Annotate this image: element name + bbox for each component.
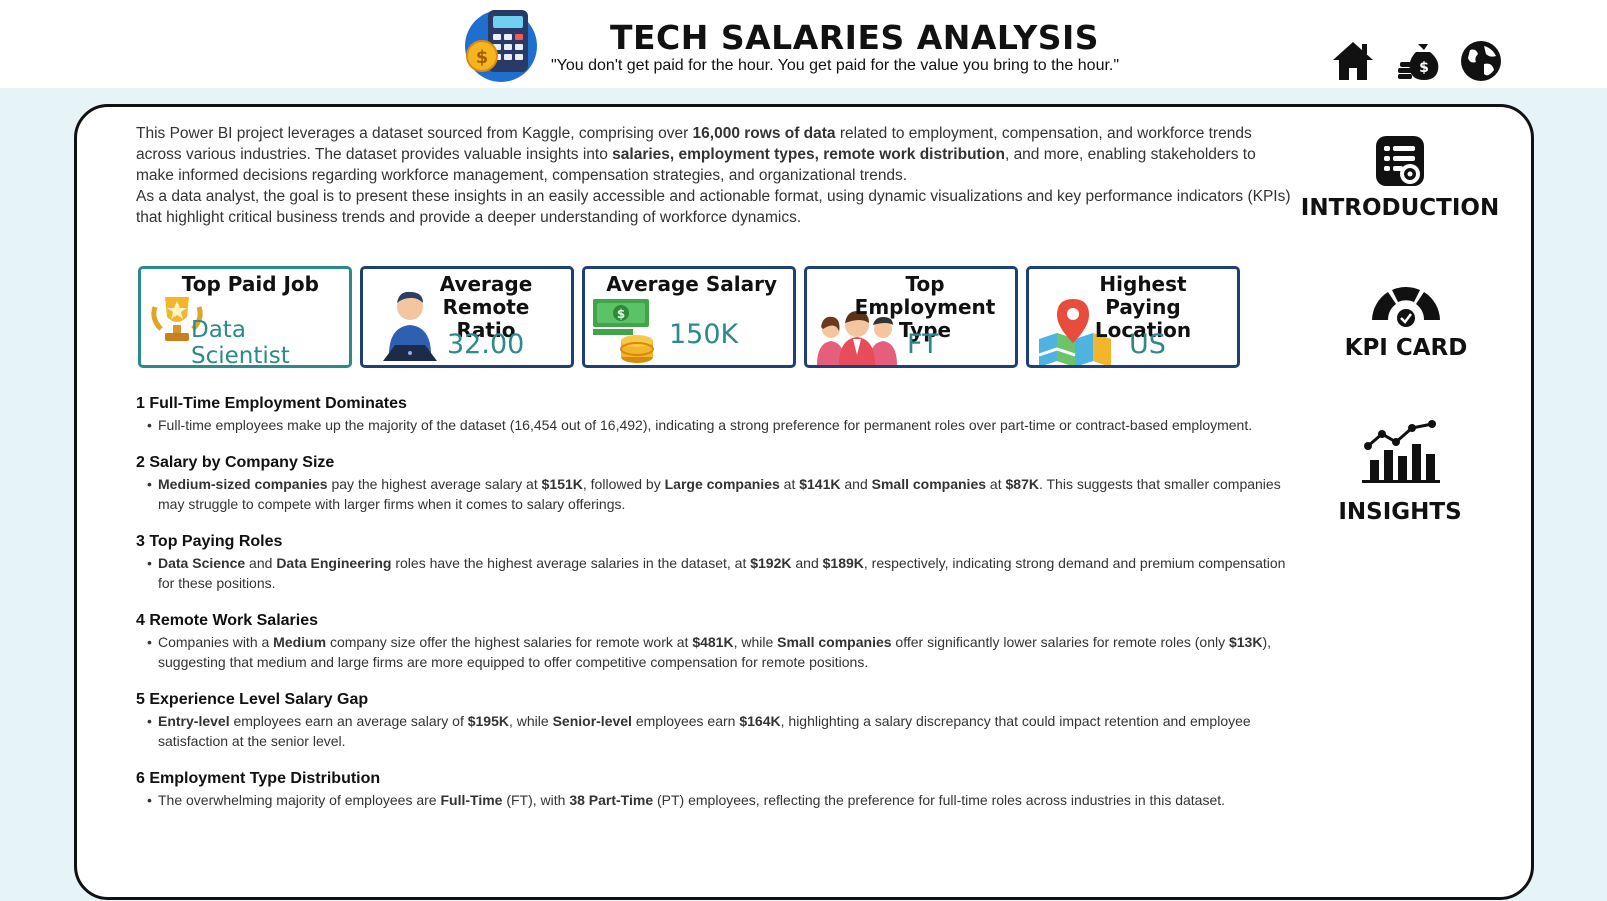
- trophy-icon: [151, 297, 203, 341]
- side-nav-kpi-card[interactable]: KPI CARD: [1306, 280, 1506, 361]
- calculator-coin-icon: $: [465, 10, 537, 82]
- kpi-title: Top Paid Job: [181, 272, 319, 296]
- insight-body: Companies with a Medium company size off…: [136, 632, 1286, 672]
- insight-item: 1 Full-Time Employment Dominates Full-ti…: [136, 395, 1286, 435]
- kpi-title: Top Employment Type: [854, 272, 996, 342]
- kpi-card-average-remote-ratio: Average Remote Ratio 32.00: [360, 266, 574, 368]
- insight-item: 6 Employment Type Distribution The overw…: [136, 770, 1286, 810]
- remote-worker-icon: [383, 291, 437, 361]
- svg-text:$: $: [476, 47, 489, 68]
- kpi-title: Highest Paying Location: [1094, 272, 1192, 342]
- kpi-card-highest-paying-location: Highest Paying Location US: [1026, 266, 1240, 368]
- intro-text: This Power BI project leverages a datase…: [136, 123, 1291, 228]
- insight-item: 2 Salary by Company Size Medium-sized co…: [136, 454, 1286, 514]
- side-nav-insights-label: INSIGHTS: [1338, 499, 1462, 525]
- insight-heading: 2 Salary by Company Size: [136, 454, 335, 471]
- gauge-icon: [1372, 286, 1440, 327]
- insight-body: Entry-level employees earn an average sa…: [136, 711, 1286, 751]
- page-quote: "You don't get paid for the hour. You ge…: [551, 57, 1120, 74]
- insight-body: Medium-sized companies pay the highest a…: [136, 474, 1286, 514]
- insight-body: Data Science and Data Engineering roles …: [136, 553, 1286, 593]
- side-nav-kpi-card-label: KPI CARD: [1344, 335, 1468, 361]
- globe-icon[interactable]: [1458, 38, 1504, 84]
- insight-heading: 6 Employment Type Distribution: [136, 770, 381, 787]
- kpi-value: FT: [907, 329, 939, 360]
- kpi-value: Data Scientist: [191, 317, 290, 368]
- header-bar: $ TECH SALARIES ANALYSIS "You don't get …: [0, 0, 1607, 88]
- home-icon[interactable]: [1330, 38, 1376, 84]
- svg-text:$: $: [1419, 60, 1429, 76]
- cash-coins-icon: $: [593, 299, 654, 363]
- bar-chart-icon: [1362, 420, 1440, 483]
- insight-heading: 1 Full-Time Employment Dominates: [136, 395, 407, 412]
- kpi-title: Average Salary: [606, 272, 777, 296]
- side-nav-insights[interactable]: INSIGHTS: [1300, 420, 1500, 525]
- kpi-value: 150K: [669, 319, 739, 350]
- kpi-title: Average Remote Ratio: [439, 272, 533, 342]
- kpi-value: US: [1129, 329, 1166, 360]
- kpi-card-average-salary: $ Average Salary 150K: [582, 266, 796, 368]
- map-pin-icon: [1038, 299, 1111, 365]
- side-nav-introduction-label: INTRODUCTION: [1300, 195, 1500, 221]
- kpi-card-top-paid-job: Top Paid Job Data Scientist: [138, 266, 352, 368]
- money-bag-icon[interactable]: $: [1394, 38, 1440, 84]
- insight-heading: 5 Experience Level Salary Gap: [136, 691, 369, 708]
- insight-item: 5 Experience Level Salary Gap Entry-leve…: [136, 691, 1286, 751]
- insight-body: Full-time employees make up the majority…: [136, 415, 1286, 435]
- insight-item: 4 Remote Work Salaries Companies with a …: [136, 612, 1286, 672]
- kpi-card-top-employment-type: Top Employment Type FT: [804, 266, 1018, 368]
- insights-list: 1 Full-Time Employment Dominates Full-ti…: [136, 395, 1286, 829]
- insight-heading: 4 Remote Work Salaries: [136, 612, 319, 629]
- insight-item: 3 Top Paying Roles Data Science and Data…: [136, 533, 1286, 593]
- report-icon: [1376, 136, 1424, 186]
- svg-text:$: $: [617, 307, 625, 321]
- employees-group-icon: [817, 311, 897, 365]
- insight-heading: 3 Top Paying Roles: [136, 533, 283, 550]
- intro-paragraph-1: This Power BI project leverages a datase…: [136, 125, 1256, 184]
- kpi-value: 32.00: [447, 329, 525, 360]
- page-title: TECH SALARIES ANALYSIS: [610, 18, 1100, 57]
- intro-paragraph-2: As a data analyst, the goal is to presen…: [136, 188, 1291, 226]
- insight-body: The overwhelming majority of employees a…: [136, 790, 1286, 810]
- side-nav-introduction[interactable]: INTRODUCTION: [1300, 134, 1500, 221]
